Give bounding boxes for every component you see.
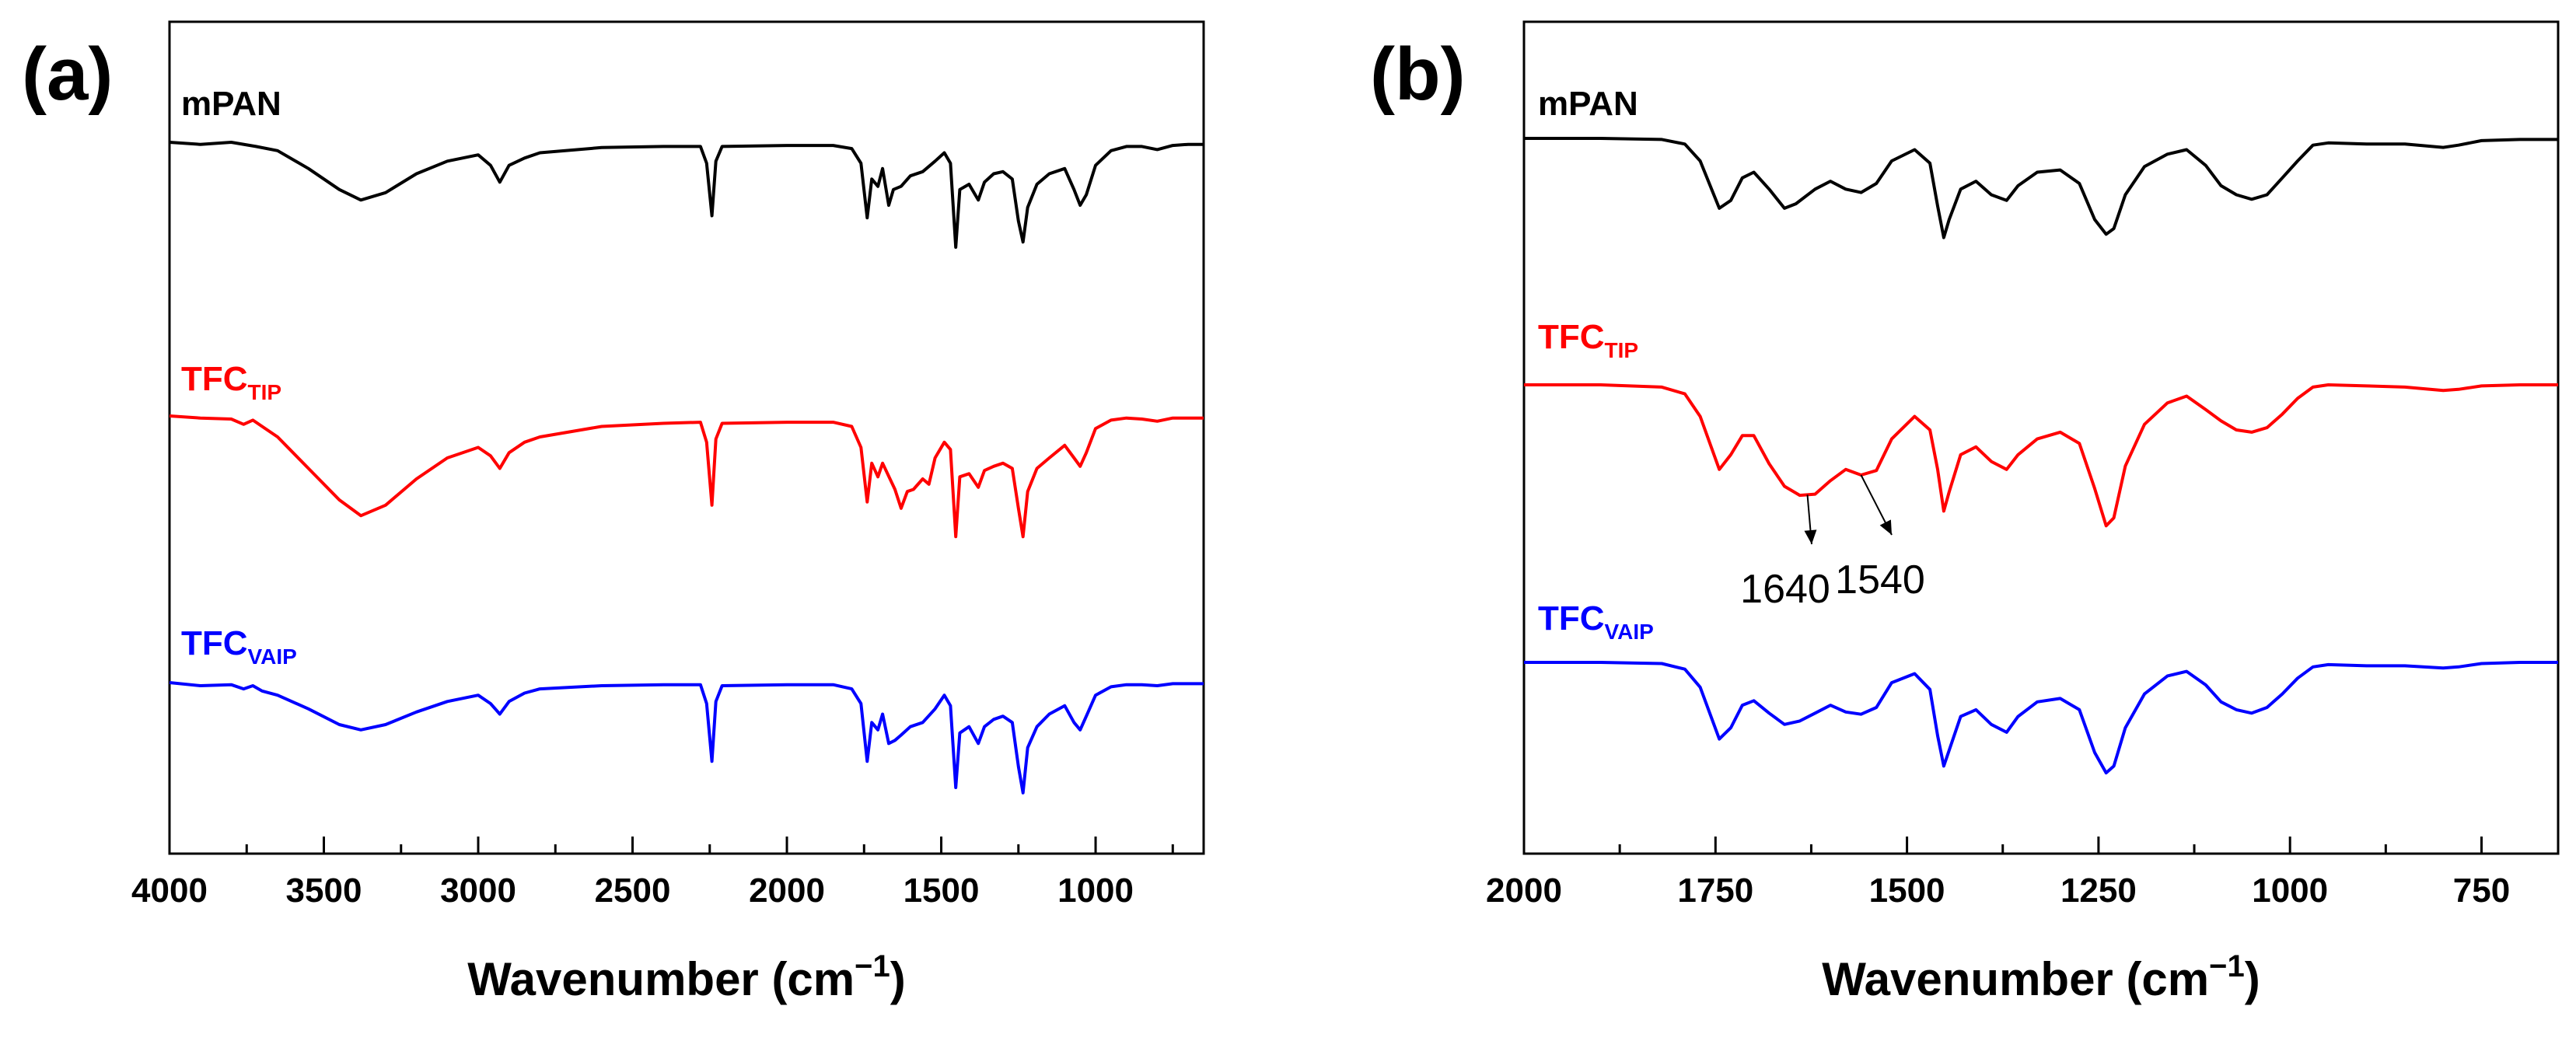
annotation-label: 1640: [1740, 567, 1830, 612]
x-tick-label: 750: [2453, 872, 2510, 910]
annotation-arrow-head: [1879, 519, 1892, 535]
series-label: TFCTIP: [181, 360, 281, 404]
panel-b-series-labels: mPAN TFCTIP TFCVAIP: [1538, 85, 1654, 644]
x-tick-label: 1500: [904, 872, 980, 910]
panel-a: (a) 4000 3500 3000 2500 2000 1500 1000 mPAN TFC…: [22, 20, 1205, 1005]
x-tick-label: 3500: [286, 872, 362, 910]
panel-b-x-axis-title: Wavenumber (cm−1): [1822, 949, 2260, 1005]
x-tick-label: 1250: [2060, 872, 2137, 910]
series-label: TFCTIP: [1538, 318, 1638, 362]
series-line-tfc-tip: [1524, 383, 2558, 528]
series-label: TFCVAIP: [1538, 599, 1654, 644]
x-tick-label: 1000: [1057, 872, 1134, 910]
panel-b-label: (b): [1370, 33, 1466, 116]
series-line-tfc-vaip: [1524, 661, 2558, 775]
annotation-label: 1540: [1835, 557, 1925, 603]
panel-a-plot-frame: [168, 20, 1205, 855]
panel-b-plot-frame: [1522, 20, 2560, 855]
panel-b-series: [1524, 137, 2558, 775]
panel-a-series-labels: mPAN TFCTIP TFCVAIP: [181, 85, 297, 669]
x-tick-label: 3000: [440, 872, 516, 910]
x-tick-label: 2000: [749, 872, 825, 910]
series-label: mPAN: [1538, 85, 1638, 123]
x-tick-label: 1750: [1677, 872, 1753, 910]
series-line-tfc-vaip: [169, 681, 1204, 795]
series-label: TFCVAIP: [181, 624, 297, 669]
x-tick-label: 2000: [1486, 872, 1562, 910]
x-tick-label: 1000: [2252, 872, 2328, 910]
series-line-mpan: [169, 141, 1204, 249]
panel-b-annotations: 1640 1540: [1740, 474, 1925, 612]
series-line-tfc-tip: [169, 414, 1204, 539]
panel-a-ticks: 4000 3500 3000 2500 2000 1500 1000: [131, 837, 1174, 910]
series-line-mpan: [1524, 137, 2558, 239]
panel-a-series: [169, 141, 1204, 795]
panel-b: (b) 2000 1750 1500 1250 1000 750 mPAN TFCTIP TF…: [1370, 20, 2560, 1005]
panel-a-label: (a): [22, 33, 113, 116]
annotation-arrow-head: [1804, 529, 1817, 544]
panel-b-ticks: 2000 1750 1500 1250 1000 750: [1486, 837, 2510, 910]
x-tick-label: 4000: [131, 872, 208, 910]
x-tick-label: 2500: [595, 872, 671, 910]
panel-a-x-axis-title: Wavenumber (cm−1): [467, 949, 906, 1005]
series-label: mPAN: [181, 85, 281, 123]
x-tick-label: 1500: [1869, 872, 1945, 910]
